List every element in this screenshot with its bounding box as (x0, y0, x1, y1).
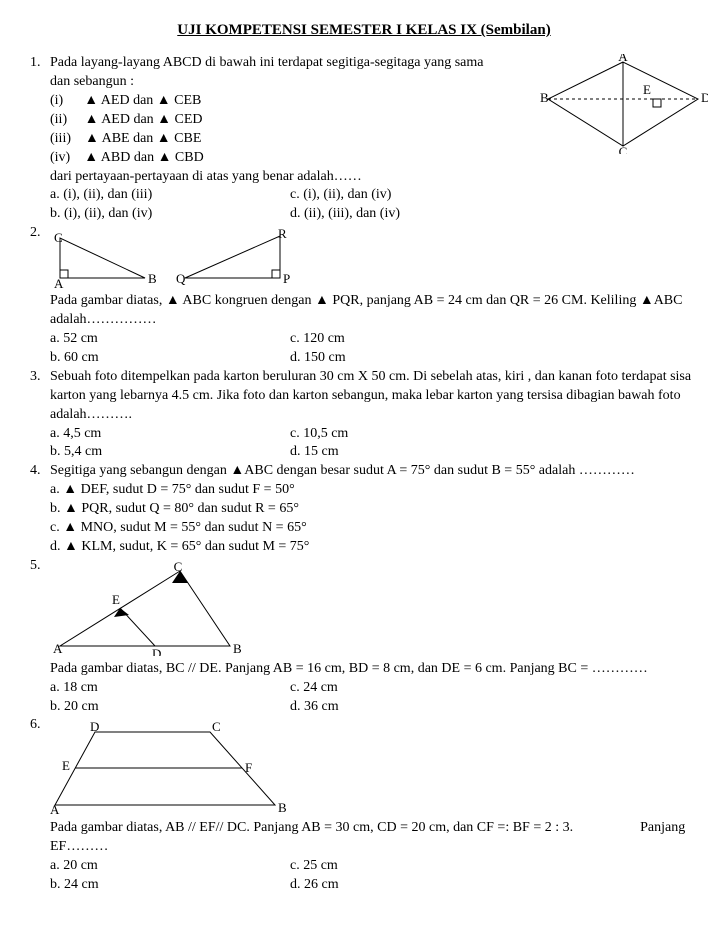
q5-text: Pada gambar diatas, BC // DE. Panjang AB… (50, 660, 698, 679)
q3-a: a. 4,5 cm (50, 425, 290, 444)
q1-r1: (i) ▲ AED dan ▲ CEB (50, 92, 490, 111)
question-4: 4. Segitiga yang sebangun dengan ▲ABC de… (30, 462, 698, 556)
question-1: 1. Pada layang-layang ABCD di bawah ini … (30, 54, 698, 224)
q6-d: d. 26 cm (290, 876, 698, 895)
question-5: 5. C E A D B Pada gambar diatas, BC // D… (30, 557, 698, 717)
triangles-diagram: C A B R Q P (50, 228, 350, 288)
question-2: 2. C A B R Q P Pada gambar diatas, ▲ ABC… (30, 224, 698, 368)
svg-text:C: C (54, 230, 63, 245)
q6-diagram: D C E F A B (50, 720, 310, 815)
q2-a: a. 52 cm (50, 330, 290, 349)
svg-text:E: E (643, 82, 651, 97)
q1-after: dari pertayaan-pertayaan di atas yang be… (50, 168, 698, 187)
svg-text:D: D (152, 646, 161, 656)
q1-a: a. (i), (ii), dan (iii) (50, 186, 290, 205)
svg-text:E: E (112, 592, 120, 607)
page-title: UJI KOMPETENSI SEMESTER I KELAS IX (Semb… (30, 20, 698, 40)
svg-text:C: C (619, 144, 628, 154)
svg-text:B: B (278, 800, 287, 815)
q3-b: b. 5,4 cm (50, 443, 290, 462)
q6-c: c. 25 cm (290, 857, 698, 876)
q1-r4: (iv) ▲ ABD dan ▲ CBD (50, 149, 490, 168)
svg-text:E: E (62, 758, 70, 773)
q4-text: Segitiga yang sebangun dengan ▲ABC denga… (50, 462, 698, 481)
q1-c: c. (i), (ii), dan (iv) (290, 186, 698, 205)
svg-text:B: B (148, 271, 157, 286)
q3-c: c. 10,5 cm (290, 425, 698, 444)
q1-r3: (iii) ▲ ABE dan ▲ CBE (50, 130, 490, 149)
q4-d: d. ▲ KLM, sudut, K = 65° dan sudut M = 7… (50, 538, 698, 557)
kite-diagram: A B C D E (538, 54, 708, 154)
svg-text:C: C (174, 561, 183, 574)
q4-a: a. ▲ DEF, sudut D = 75° dan sudut F = 50… (50, 481, 698, 500)
q5-d: d. 36 cm (290, 698, 698, 717)
svg-text:P: P (283, 271, 290, 286)
svg-text:Q: Q (176, 271, 186, 286)
svg-text:A: A (54, 276, 64, 288)
q1-d: d. (ii), (iii), dan (iv) (290, 205, 698, 224)
q6-b: b. 24 cm (50, 876, 290, 895)
q4-b: b. ▲ PQR, sudut Q = 80° dan sudut R = 65… (50, 500, 698, 519)
q1-intro: Pada layang-layang ABCD di bawah ini ter… (50, 54, 490, 92)
q5-b: b. 20 cm (50, 698, 290, 717)
q1-r2: (ii) ▲ AED dan ▲ CED (50, 111, 490, 130)
q3-num: 3. (30, 368, 50, 462)
q3-d: d. 15 cm (290, 443, 698, 462)
q4-num: 4. (30, 462, 50, 556)
svg-text:B: B (233, 641, 242, 656)
svg-text:F: F (245, 760, 252, 775)
q6-a: a. 20 cm (50, 857, 290, 876)
q6-text: Pada gambar diatas, AB // EF// DC. Panja… (50, 820, 573, 835)
svg-text:R: R (278, 228, 287, 241)
q4-c: c. ▲ MNO, sudut M = 55° dan sudut N = 65… (50, 519, 698, 538)
q5-c: c. 24 cm (290, 679, 698, 698)
svg-text:A: A (618, 54, 628, 64)
q2-c: c. 120 cm (290, 330, 698, 349)
q5-a: a. 18 cm (50, 679, 290, 698)
q2-b: b. 60 cm (50, 349, 290, 368)
q2-d: d. 150 cm (290, 349, 698, 368)
svg-text:A: A (50, 802, 60, 815)
q3-text: Sebuah foto ditempelkan pada karton beru… (50, 368, 698, 425)
svg-text:D: D (701, 90, 708, 105)
question-3: 3. Sebuah foto ditempelkan pada karton b… (30, 368, 698, 462)
q2-num: 2. (30, 224, 50, 368)
q5-num: 5. (30, 557, 50, 717)
q5-diagram: C E A D B (50, 561, 270, 656)
svg-text:D: D (90, 720, 99, 734)
q1-b: b. (i), (ii), dan (iv) (50, 205, 290, 224)
q1-num: 1. (30, 54, 50, 224)
question-6: 6. D C E F A B Pada gambar diatas, AB //… (30, 716, 698, 895)
svg-text:A: A (53, 641, 63, 656)
q2-text: Pada gambar diatas, ▲ ABC kongruen denga… (50, 292, 698, 330)
svg-text:B: B (540, 90, 549, 105)
svg-text:C: C (212, 720, 221, 734)
